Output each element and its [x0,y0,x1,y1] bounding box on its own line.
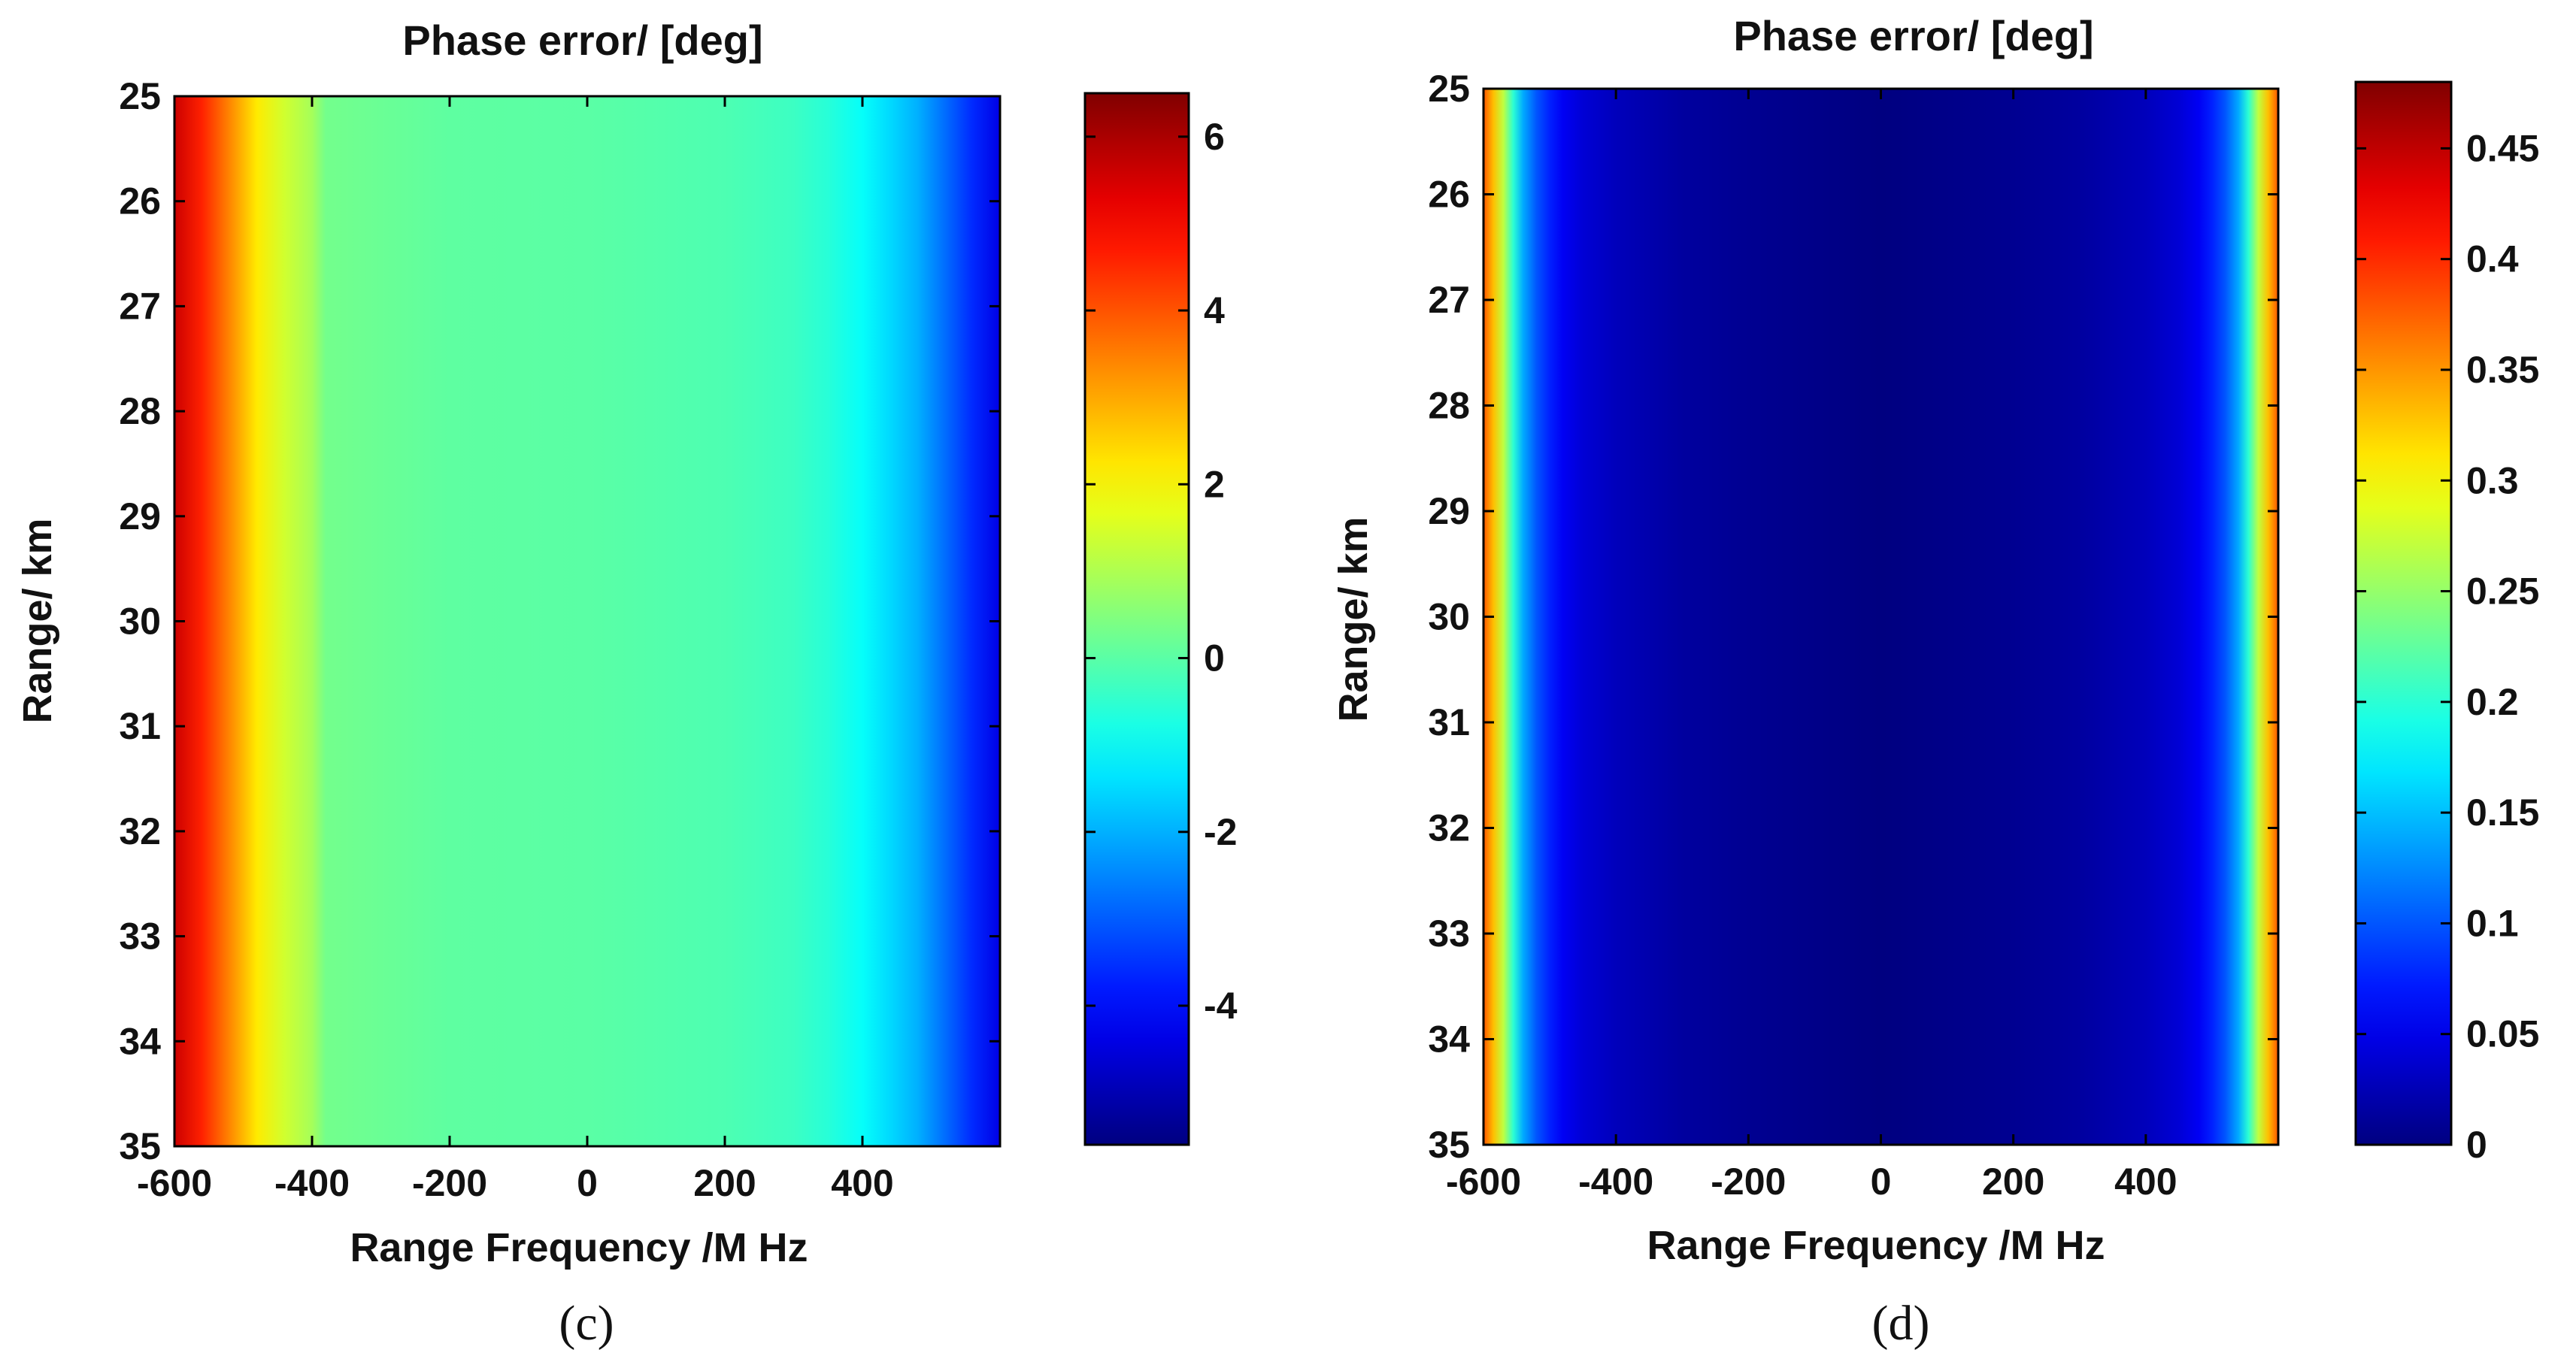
y-tick-label: 30 [1428,596,1470,638]
colorbar-tick-label: 0.4 [2466,238,2519,280]
y-tick-label: 33 [1428,913,1470,955]
x-tick-label: 400 [2114,1161,2177,1203]
colorbar-tick-label: -2 [1204,811,1237,853]
x-axis: -600 -400 -200 0 200 400 [1446,89,2177,1203]
colorbar-ticks: 0 0.05 0.1 0.15 0.2 0.25 0.3 0.35 0.4 0.45 [2356,127,2539,1166]
y-axis: 25 26 27 28 29 30 31 32 33 34 35 [1428,68,2278,1166]
colorbar-tick-label: 0.25 [2466,571,2539,613]
colorbar-tick-label: 0.3 [2466,459,2519,501]
y-tick-label: 32 [1428,807,1470,849]
y-tick-label: 25 [119,75,161,117]
chart-panel-c: Phase error/ [deg] 252627282930313233343… [15,17,1238,1351]
x-tick-label: -200 [412,1162,487,1204]
panel-caption: (d) [1872,1296,1930,1351]
colorbar-tick-label: 2 [1204,463,1225,505]
colorbar-tick-label: 0 [1204,637,1225,679]
heatmap-plot-area [1483,89,2278,1145]
y-tick-label: 26 [119,180,161,222]
colorbar-tick-label: -4 [1204,985,1238,1027]
x-tick-label: 0 [1871,1161,1892,1203]
y-tick-label: 30 [119,601,161,643]
y-tick-label: 35 [119,1125,161,1167]
y-tick-label: 29 [119,495,161,537]
y-axis: 25 26 27 28 29 30 31 32 33 34 35 [119,75,1000,1167]
colorbar-frame [2354,80,2453,1146]
x-tick-label: 0 [577,1162,598,1204]
y-tick-label: 28 [1428,385,1470,427]
colorbar [2356,82,2451,1145]
x-tick-label: -200 [1711,1161,1786,1203]
colorbar-tick-label: 0.35 [2466,349,2539,391]
colorbar-tick-label: 6 [1204,116,1225,158]
colorbar-tick-label: 0.05 [2466,1013,2539,1055]
x-axis: -600 -400 -200 0 200 400 [137,96,894,1204]
y-tick-label: 29 [1428,490,1470,532]
colorbar-tick-label: 0.15 [2466,791,2539,834]
y-axis-label: Range/ km [1331,516,1376,722]
x-tick-label: -400 [1578,1161,1653,1203]
x-tick-label: 200 [1982,1161,2044,1203]
y-tick-label: 27 [1428,279,1470,321]
colorbar-tick-label: 0.45 [2466,127,2539,169]
x-axis-label: Range Frequency /M Hz [1647,1223,2105,1268]
y-tick-label: 34 [119,1020,161,1062]
colorbar-frame [1083,92,1190,1146]
x-tick-label: 400 [831,1162,893,1204]
y-tick-label: 33 [119,916,161,958]
x-tick-label: -600 [137,1162,212,1204]
chart-panel-d: Phase error/ [deg] 25 26 27 28 29 30 31 32 33 34 3… [1331,12,2539,1351]
colorbar-ticks: -4 -2 0 2 4 6 [1085,116,1238,1027]
colorbar-tick-label: 4 [1204,289,1225,331]
x-tick-label: -400 [274,1162,350,1204]
colorbar [1085,93,1189,1145]
y-tick-label: 34 [1428,1018,1470,1061]
x-tick-label: 200 [693,1162,756,1204]
y-tick-label: 32 [119,810,161,852]
y-tick-label: 28 [119,390,161,432]
chart-title: Phase error/ [deg] [402,17,762,64]
heatmap-plot-area [174,96,1000,1146]
x-tick-label: -600 [1446,1161,1521,1203]
y-tick-label: 31 [119,705,161,747]
y-tick-label: 31 [1428,701,1470,743]
y-tick-label: 25 [1428,68,1470,110]
y-tick-label: 27 [119,285,161,327]
chart-title: Phase error/ [deg] [1733,12,2093,59]
panel-caption: (c) [559,1296,614,1351]
colorbar-tick-label: 0.2 [2466,681,2519,723]
x-axis-label: Range Frequency /M Hz [350,1225,808,1270]
colorbar-tick-label: 0 [2466,1124,2487,1166]
y-axis-label: Range/ km [15,518,60,723]
y-tick-label: 35 [1428,1124,1470,1166]
y-tick-label: 26 [1428,174,1470,216]
colorbar-tick-label: 0.1 [2466,902,2519,944]
